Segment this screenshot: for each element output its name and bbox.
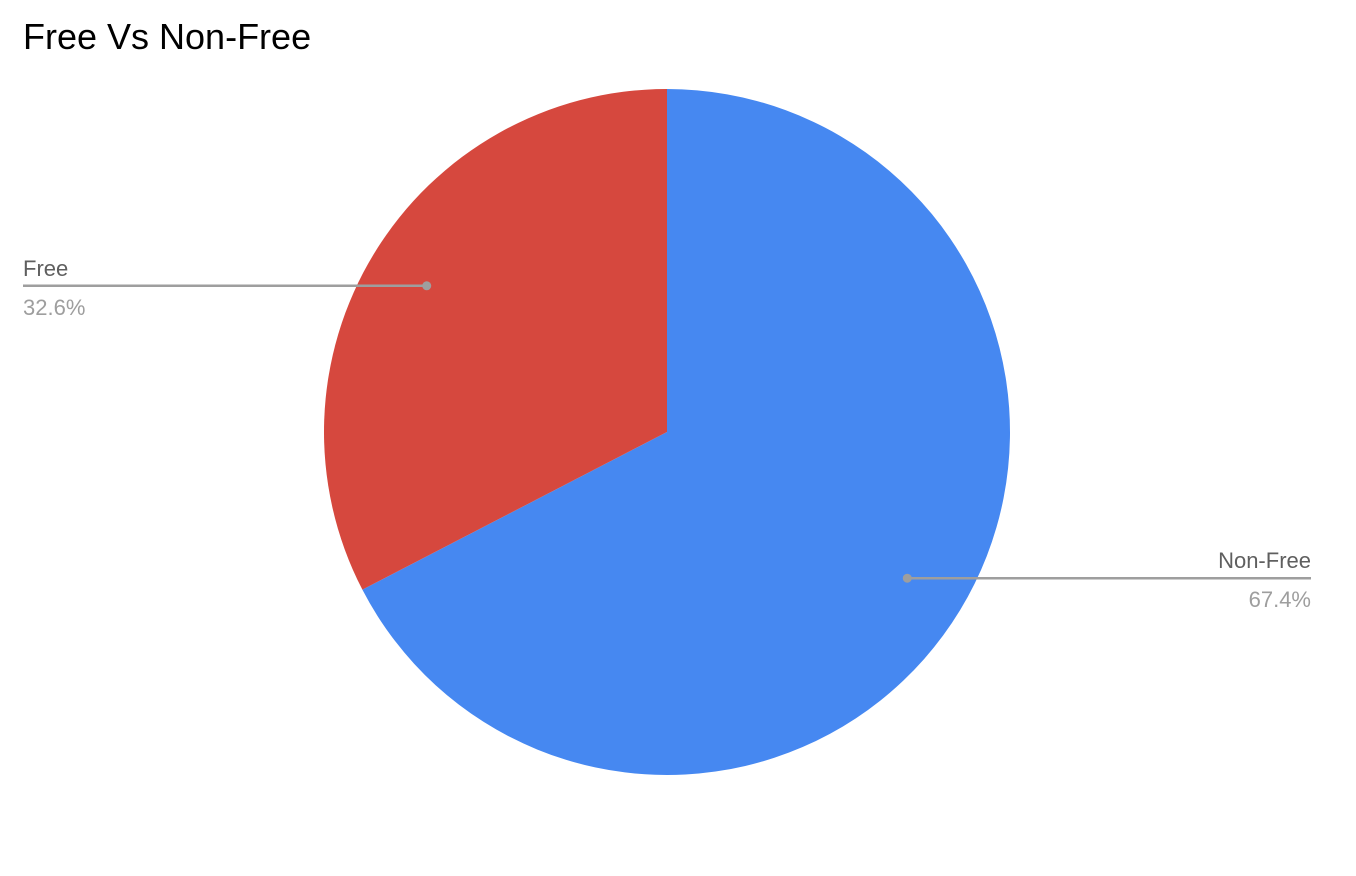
- pie-slices: [324, 89, 1011, 775]
- slice-label: Non-Free: [1218, 548, 1311, 573]
- chart-title: Free Vs Non-Free: [23, 16, 311, 57]
- pie-slice-free: [324, 89, 667, 590]
- pie-slice-non-free: [362, 89, 1011, 775]
- pie-labels: Non-Free 67.4% Free 32.6%: [23, 256, 1311, 612]
- slice-percent: 67.4%: [1249, 587, 1311, 612]
- slice-label: Free: [23, 256, 68, 281]
- slice-percent: 32.6%: [23, 295, 85, 320]
